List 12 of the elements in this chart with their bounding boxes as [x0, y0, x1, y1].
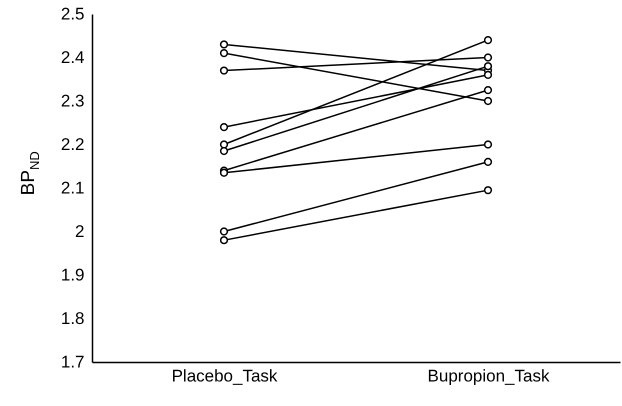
x-tick-label: Bupropion_Task	[428, 366, 550, 386]
y-tick-label: 2.3	[60, 92, 84, 110]
y-tick-label: 2.4	[60, 48, 84, 67]
y-tick-label: 2	[75, 222, 84, 241]
y-tick-label: 1.9	[60, 266, 84, 284]
y-tick-label: 2.1	[60, 178, 84, 198]
y-axis-title: BPND	[18, 151, 42, 196]
y-tick-label: 2.5	[60, 4, 84, 24]
y-tick-label: 2.2	[60, 135, 84, 154]
y-tick-label: 1.8	[60, 309, 84, 328]
x-tick-label: Placebo_Task	[172, 366, 278, 386]
y-tick-label: 1.7	[60, 352, 84, 372]
